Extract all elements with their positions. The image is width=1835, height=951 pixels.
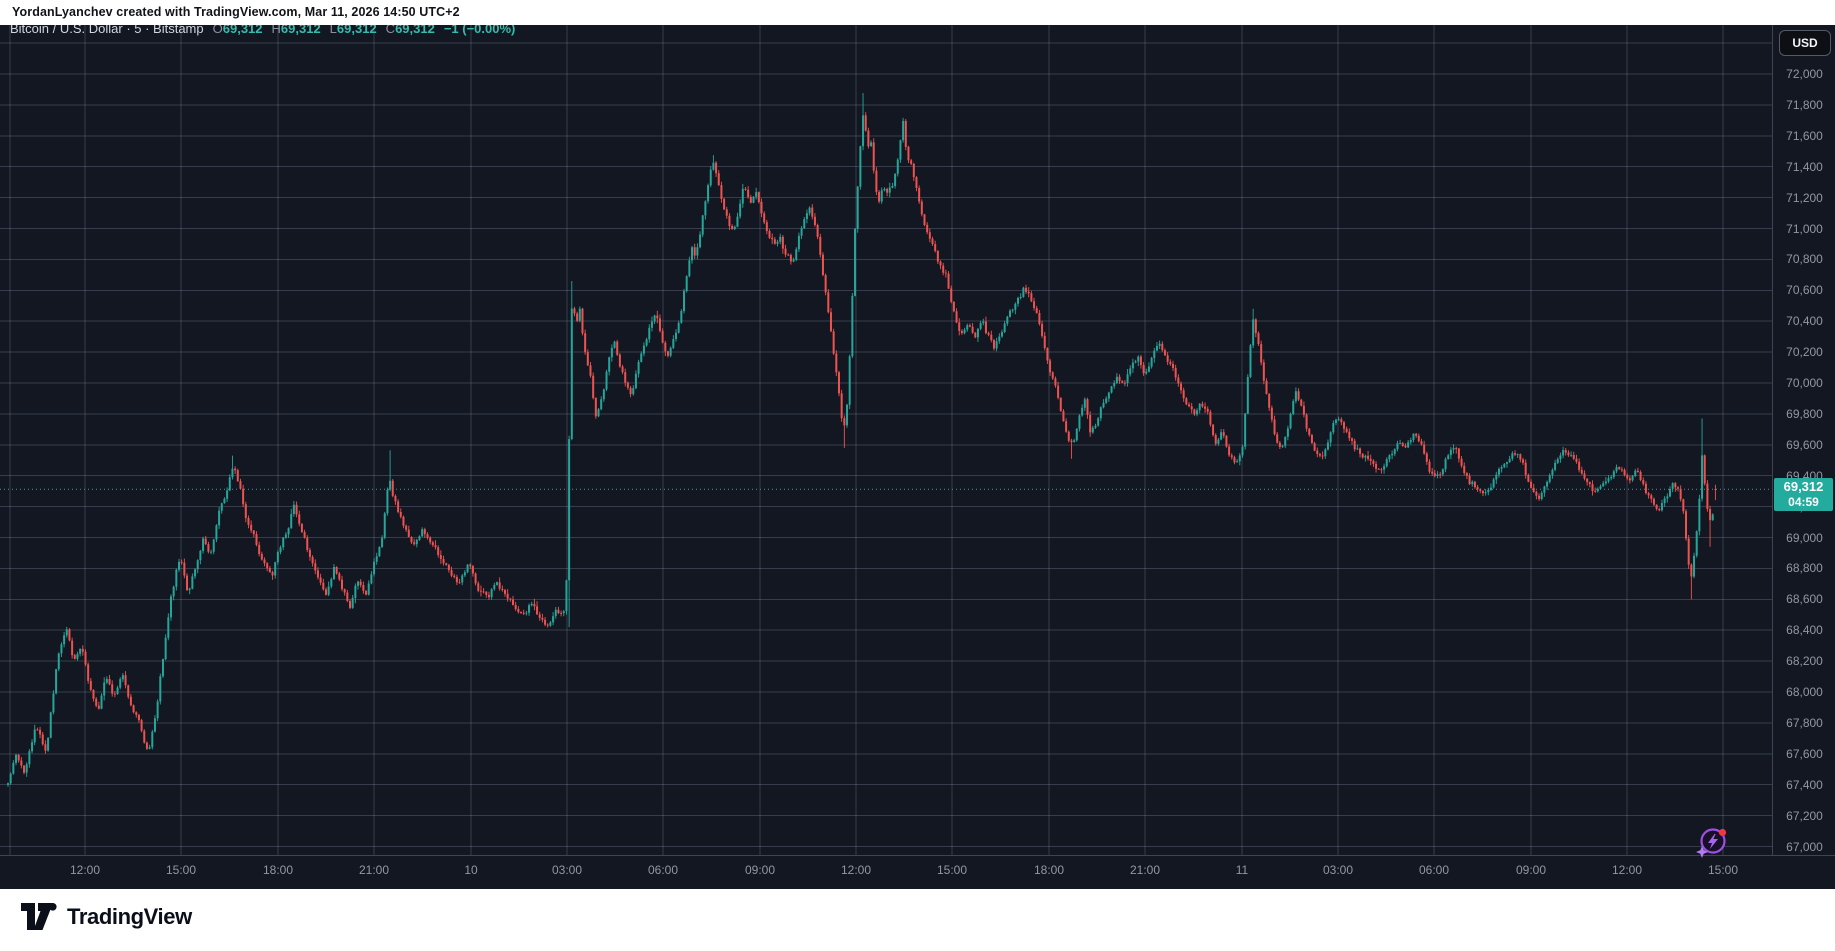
price-axis[interactable]: 72,000 71,800 71,600 71,400 71,200 71,000 70,8… xyxy=(1772,25,1835,855)
time-axis-label: 06:00 xyxy=(647,863,679,877)
price-axis-label: 71,800 xyxy=(1786,98,1823,112)
price-axis-label: 70,400 xyxy=(1786,314,1823,328)
time-axis-label: 09:00 xyxy=(1515,863,1547,877)
bar-countdown: 04:59 xyxy=(1788,495,1819,509)
price-axis-label: 68,400 xyxy=(1786,623,1823,637)
price-axis-label: 69,600 xyxy=(1786,438,1823,452)
header-bar: YordanLyanchev created with TradingView.… xyxy=(0,0,1835,25)
change-value: −1 (−0.00%) xyxy=(443,25,516,36)
price-axis-label: 71,600 xyxy=(1786,129,1823,143)
chart-region: Bitcoin / U.S. Dollar · 5 · Bitstamp O69,… xyxy=(0,25,1835,889)
price-axis-label: 68,600 xyxy=(1786,592,1823,606)
candlestick-chart[interactable] xyxy=(0,25,1772,855)
time-axis-label: 12:00 xyxy=(69,863,101,877)
price-axis-label: 69,000 xyxy=(1786,531,1823,545)
price-axis-label: 67,200 xyxy=(1786,809,1823,823)
high-label: H xyxy=(271,25,281,36)
time-axis[interactable]: 12:00 15:00 18:00 21:00 10 03:00 06:00 09:00 12:… xyxy=(0,855,1835,889)
tradingview-logo-icon xyxy=(21,903,57,930)
time-axis-label: 12:00 xyxy=(1611,863,1643,877)
time-axis-label: 15:00 xyxy=(165,863,197,877)
price-axis-label: 67,400 xyxy=(1786,778,1823,792)
time-axis-label: 12:00 xyxy=(840,863,872,877)
price-axis-label: 70,000 xyxy=(1786,376,1823,390)
low-value: 69,312 xyxy=(336,25,377,36)
attribution-text: YordanLyanchev created with TradingView.… xyxy=(12,5,460,19)
price-axis-label: 68,200 xyxy=(1786,654,1823,668)
price-axis-label: 70,800 xyxy=(1786,252,1823,266)
open-label: O xyxy=(212,25,223,36)
time-axis-label: 15:00 xyxy=(936,863,968,877)
close-label: C xyxy=(385,25,396,36)
time-axis-label: 03:00 xyxy=(1322,863,1354,877)
price-axis-label: 72,000 xyxy=(1786,67,1823,81)
price-axis-label: 71,200 xyxy=(1786,191,1823,205)
price-axis-label: 67,000 xyxy=(1786,840,1823,854)
time-axis-label: 21:00 xyxy=(1129,863,1161,877)
vertical-gridlines xyxy=(9,25,1724,855)
price-axis-label: 68,800 xyxy=(1786,561,1823,575)
tradingview-logo[interactable]: TradingView xyxy=(21,903,192,930)
time-axis-label: 18:00 xyxy=(1033,863,1065,877)
price-axis-label: 71,400 xyxy=(1786,160,1823,174)
footer-bar: TradingView xyxy=(0,889,1835,951)
price-axis-label: 71,000 xyxy=(1786,222,1823,236)
open-value: 69,312 xyxy=(222,25,263,36)
price-axis-label: 70,600 xyxy=(1786,283,1823,297)
tradingview-wordmark: TradingView xyxy=(67,903,192,929)
time-axis-label: 06:00 xyxy=(1418,863,1450,877)
time-axis-label: 03:00 xyxy=(551,863,583,877)
lightning-icon xyxy=(1696,828,1727,858)
high-value: 69,312 xyxy=(280,25,321,36)
price-axis-label: 70,200 xyxy=(1786,345,1823,359)
time-axis-label: 18:00 xyxy=(262,863,294,877)
time-axis-label: 09:00 xyxy=(744,863,776,877)
time-axis-label: 15:00 xyxy=(1707,863,1739,877)
time-axis-label: 10 xyxy=(464,863,478,877)
time-axis-label: 21:00 xyxy=(358,863,390,877)
lightning-icon-button[interactable] xyxy=(1694,826,1730,862)
chart-legend: Bitcoin / U.S. Dollar · 5 · Bitstamp O69,… xyxy=(10,25,515,39)
horizontal-gridlines xyxy=(0,42,1772,847)
price-axis-label: 67,600 xyxy=(1786,747,1823,761)
symbol-title[interactable]: Bitcoin / U.S. Dollar · 5 · Bitstamp xyxy=(10,25,204,36)
price-axis-label: 69,800 xyxy=(1786,407,1823,421)
price-axis-label: 68,000 xyxy=(1786,685,1823,699)
low-label: L xyxy=(329,25,337,36)
close-value: 69,312 xyxy=(395,25,435,36)
last-price-value: 69,312 xyxy=(1783,479,1824,494)
last-price-badge: 69,312 04:59 xyxy=(1774,478,1833,511)
currency-toggle-button[interactable]: USD xyxy=(1779,30,1831,56)
time-axis-label: 11 xyxy=(1235,863,1249,877)
price-axis-label: 67,800 xyxy=(1786,716,1823,730)
chart-background xyxy=(0,25,1772,855)
